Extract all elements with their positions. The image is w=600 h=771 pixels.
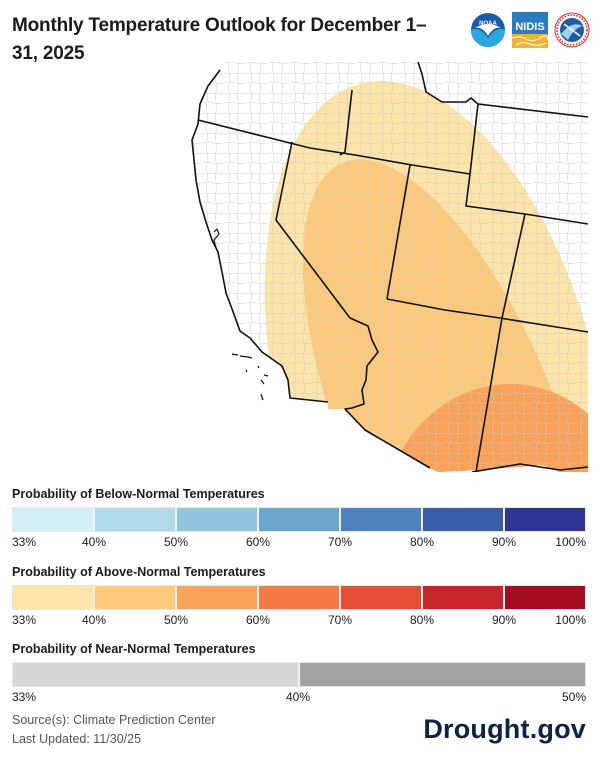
near-normal-color-bar (12, 662, 586, 687)
last-updated-text: Last Updated: 11/30/25 (12, 732, 142, 746)
below-80-90-swatch (423, 508, 505, 531)
above-50-60-swatch (177, 586, 259, 609)
near-33-40-swatch (13, 663, 300, 686)
above-normal-ticks: 33% 40% 50% 60% 70% 80% 90% 100% (12, 613, 586, 629)
shaded-regions (192, 62, 588, 472)
near-normal-legend-title: Probability of Near-Normal Temperatures (12, 642, 256, 656)
below-60-70-swatch (259, 508, 341, 531)
below-normal-legend-title: Probability of Below-Normal Temperatures (12, 487, 265, 501)
above-normal-legend-title: Probability of Above-Normal Temperatures (12, 565, 266, 579)
above-90-100-swatch (505, 586, 585, 609)
tick-label: 100% (555, 535, 586, 549)
tick-label: 50% (561, 690, 586, 704)
tick-label: 70% (328, 613, 353, 627)
above-normal-color-bar (12, 585, 586, 610)
tick-label: 80% (410, 613, 435, 627)
near-40-50-swatch (300, 663, 585, 686)
tick-label: 60% (246, 535, 271, 549)
below-33-40-swatch (13, 508, 95, 531)
page-title: Monthly Temperature Outlook for December… (12, 15, 427, 64)
tick-label: 80% (410, 535, 435, 549)
state-borders (191, 62, 588, 472)
agency-logos: NOAA NIDIS (470, 12, 590, 48)
below-70-80-swatch (341, 508, 423, 531)
nws-logo-icon (554, 12, 590, 48)
near-normal-ticks: 33% 40% 50% (12, 690, 586, 706)
below-normal-ticks: 33% 40% 50% 60% 70% 80% 90% 100% (12, 535, 586, 551)
western-us-map (191, 62, 588, 472)
tick-label: 60% (246, 613, 271, 627)
below-50-60-swatch (177, 508, 259, 531)
above-70-80-swatch (341, 586, 423, 609)
outlook-map (180, 62, 588, 472)
svg-text:NOAA: NOAA (479, 21, 497, 27)
svg-text:NIDIS: NIDIS (515, 21, 544, 33)
tick-label: 40% (82, 613, 107, 627)
noaa-logo-icon: NOAA (471, 13, 505, 47)
above-33-40-swatch (13, 586, 95, 609)
tick-label: 40% (82, 535, 107, 549)
tick-label: 90% (492, 613, 517, 627)
tick-label: 50% (164, 613, 189, 627)
above-80-90-swatch (423, 586, 505, 609)
tick-label: 33% (12, 690, 37, 704)
tick-label: 100% (555, 613, 586, 627)
below-40-50-swatch (95, 508, 177, 531)
nidis-logo-icon: NIDIS (512, 12, 548, 48)
tick-label: 50% (164, 535, 189, 549)
source-text: Source(s): Climate Prediction Center (12, 713, 216, 727)
below-90-100-swatch (505, 508, 585, 531)
tick-label: 90% (492, 535, 517, 549)
tick-label: 70% (328, 535, 353, 549)
tick-label: 33% (12, 613, 37, 627)
above-60-70-swatch (259, 586, 341, 609)
tick-label: 33% (12, 535, 37, 549)
above-40-50-swatch (95, 586, 177, 609)
below-normal-color-bar (12, 507, 586, 532)
tick-label: 40% (286, 690, 311, 704)
footer-info: Source(s): Climate Prediction Center Las… (12, 711, 216, 749)
drought-gov-brand[interactable]: Drought.gov (423, 714, 586, 744)
